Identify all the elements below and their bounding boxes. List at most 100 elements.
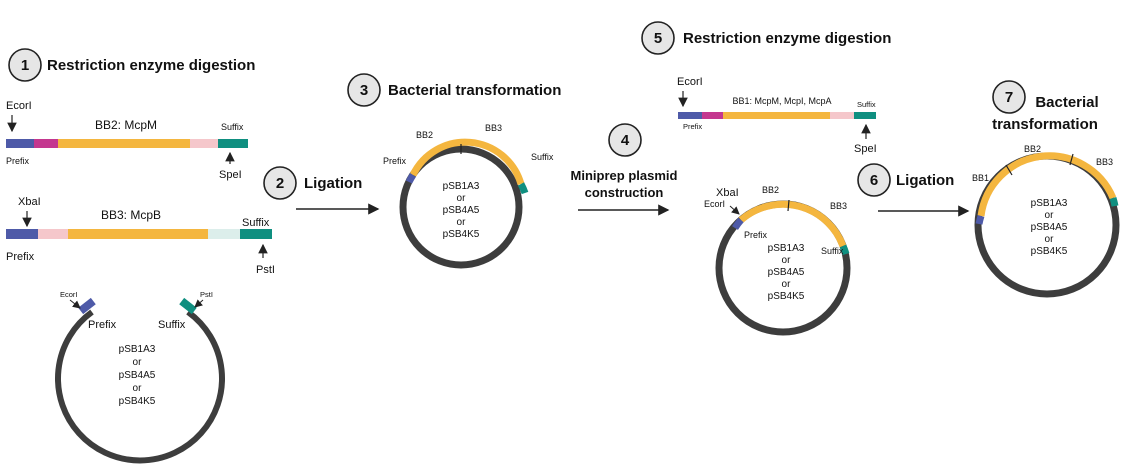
plasmid-7-bb-c: BB3 <box>1096 157 1113 167</box>
bb2-suffix-teal <box>218 139 248 148</box>
step-5: 5 Restriction enzyme digestion <box>641 21 891 55</box>
plasmid-7-junction-a <box>1005 164 1013 176</box>
bb3-name: BB3: McpB <box>101 208 161 222</box>
backbone-site-left: EcorI <box>60 290 78 299</box>
step-3-title: Bacterial transformation <box>388 82 561 99</box>
step-3: 3 Bacterial transformation BB2 BB3 Prefi… <box>347 73 561 269</box>
step-6-badge <box>857 163 891 197</box>
step-4-badge <box>608 123 642 157</box>
step-6-title: Ligation <box>896 172 954 189</box>
bb3-prefix-blue <box>6 229 38 239</box>
bb3-part: XbaI BB3: McpB Prefix Suffix PstI <box>6 196 275 276</box>
backbone-name-1: pSB1A3 <box>119 344 156 355</box>
step-7-badge <box>992 80 1026 114</box>
bb3-prefix-pink <box>38 229 68 239</box>
plasmid-7-name-4: or <box>1045 234 1055 245</box>
bb2-name: BB2: McpM <box>95 118 157 132</box>
bb3-suffix-mint <box>208 229 240 239</box>
plasmid-4-site-b: EcorI <box>704 199 725 209</box>
backbone-ring <box>55 309 225 464</box>
backbone-name-5: pSB4K5 <box>119 396 156 407</box>
plasmid-4-prefix-label: Prefix <box>744 230 768 240</box>
backbone-prefix-end <box>78 297 96 315</box>
open-backbone-vector: EcorI PstI Prefix Suffix pSB1A3 or pSB4A… <box>55 290 225 464</box>
bb2-suffix-label: Suffix <box>221 122 244 132</box>
step-1: 1 Restriction enzyme digestion <box>8 48 255 82</box>
plasmid-7-name-5: pSB4K5 <box>1031 246 1068 257</box>
backbone-suffix-end <box>179 297 197 315</box>
step-4-title-line-2: construction <box>585 185 664 200</box>
bb1-prefix-magenta <box>702 112 723 119</box>
plasmid-4-site-arrow <box>729 205 740 215</box>
bb1-site-left: EcorI <box>677 76 703 88</box>
bb2-site-left: EcorI <box>6 100 32 112</box>
plasmid-3-name-2: or <box>457 193 467 204</box>
step-7-title-line-2: transformation <box>992 116 1098 133</box>
bb1-site-right: SpeI <box>854 143 877 155</box>
bb1-prefix-label: Prefix <box>683 122 702 131</box>
bb2-prefix-magenta <box>34 139 58 148</box>
bb2-site-right: SpeI <box>219 169 242 181</box>
plasmid-3-name-5: pSB4K5 <box>443 229 480 240</box>
plasmid-3-name-1: pSB1A3 <box>443 181 480 192</box>
bb3-site-left: XbaI <box>18 196 41 208</box>
plasmid-4-name-4: or <box>782 279 792 290</box>
plasmid-7-bb-a: BB1 <box>972 173 989 183</box>
step-1-number: 1 <box>21 57 29 74</box>
step-6: 6 Ligation <box>857 163 970 217</box>
plasmid-4-junction <box>787 199 790 212</box>
plasmid-7-suffix <box>1109 196 1119 207</box>
step-2-badge <box>263 166 297 200</box>
plasmid-4-name-5: pSB4K5 <box>768 291 805 302</box>
plasmid-7-name-1: pSB1A3 <box>1031 198 1068 209</box>
bb1-name: BB1: McpM, McpI, McpA <box>732 96 831 106</box>
plasmid-4-name-3: pSB4A5 <box>768 267 805 278</box>
plasmid-4-site-a: XbaI <box>716 187 739 199</box>
bb1-part: EcorI BB1: McpM, McpI, McpA Prefix Suffi… <box>677 76 877 155</box>
step-4-title-line-1: Miniprep plasmid <box>571 168 678 183</box>
step-1-badge <box>8 48 42 82</box>
plasmid-4-bb-b: BB3 <box>830 201 847 211</box>
step-7: 7 Bacterial transformation BB1 BB2 BB3 p… <box>972 80 1120 298</box>
backbone-site-right: PstI <box>200 290 213 299</box>
bb1-suffix-label: Suffix <box>857 100 876 109</box>
plasmid-3-prefix <box>405 173 416 184</box>
plasmid-3-bb-b: BB3 <box>485 123 502 133</box>
bb1-prefix-blue <box>678 112 702 119</box>
plasmid-7-junction-b <box>1069 153 1074 166</box>
plasmid-3-name-4: or <box>457 217 467 228</box>
bb2-gene <box>58 139 190 148</box>
plasmid-3-suffix-label: Suffix <box>531 152 554 162</box>
plasmid-7-insert <box>977 152 1117 217</box>
plasmid-3-suffix <box>517 182 529 195</box>
bb3-site-right: PstI <box>256 264 275 276</box>
backbone-name-3: pSB4A5 <box>119 370 156 381</box>
plasmid-3-name-3: pSB4A5 <box>443 205 480 216</box>
plasmid-4-name-1: pSB1A3 <box>768 243 805 254</box>
step-5-title: Restriction enzyme digestion <box>683 30 891 47</box>
bb2-part: EcorI BB2: McpM Prefix Suffix SpeI <box>6 100 248 181</box>
plasmid-7-name-2: or <box>1045 210 1055 221</box>
step-4: 4 Miniprep plasmid construction <box>571 123 678 216</box>
plasmid-4-suffix-label: Suffix <box>821 246 844 256</box>
bb2-suffix-pink <box>190 139 218 148</box>
step-1-title: Restriction enzyme digestion <box>47 57 255 74</box>
plasmid-4-insert <box>738 200 847 248</box>
step-4-number: 4 <box>621 132 630 149</box>
step-5-number: 5 <box>654 30 662 47</box>
bb3-suffix-label: Suffix <box>242 217 270 229</box>
step-3-number: 3 <box>360 82 368 99</box>
plasmid-3-prefix-label: Prefix <box>383 156 407 166</box>
plasmid-4-name-2: or <box>782 255 792 266</box>
backbone-site-right-arrow <box>194 299 204 308</box>
plasmid-4-prefix <box>732 217 744 230</box>
step-6-number: 6 <box>870 172 878 189</box>
backbone-name-2: or <box>133 357 143 368</box>
step-3-badge <box>347 73 381 107</box>
step-7-number: 7 <box>1005 89 1013 106</box>
plasmid-7-bb-b: BB2 <box>1024 144 1041 154</box>
step-2-title: Ligation <box>304 175 362 192</box>
bb2-prefix-label: Prefix <box>6 156 30 166</box>
bb3-prefix-label: Prefix <box>6 251 35 263</box>
